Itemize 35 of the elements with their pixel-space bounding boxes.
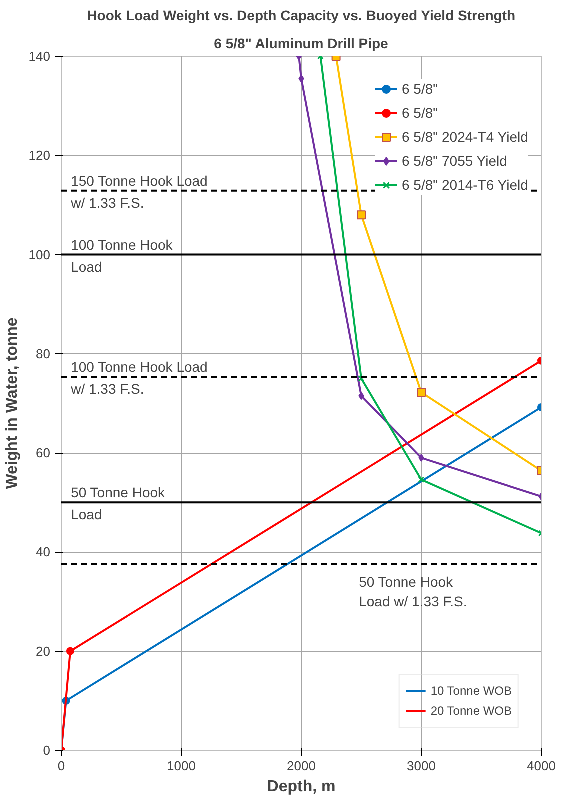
y-tick-label: 100 — [28, 247, 51, 262]
y-tick-label: 40 — [36, 544, 51, 560]
chart-title: Hook Load Weight vs. Depth Capacity vs. Buoyed Yield Strength — [87, 8, 516, 24]
annotation: 20 Tonne WOB — [430, 704, 512, 718]
x-tick-label: 1000 — [167, 758, 196, 774]
point — [418, 476, 425, 484]
x-tick-label: 0 — [58, 758, 66, 774]
ref-line-label: 50 Tonne Hook Load w/ 1.33 F.S. — [359, 574, 468, 610]
x-axis-title: Depth, m — [267, 778, 336, 796]
ref-line-label: 100 Tonne Hook Load — [71, 236, 174, 275]
point — [418, 454, 424, 462]
y-tick-label: 20 — [36, 644, 51, 659]
x-tick-label: 3000 — [407, 758, 436, 774]
legend-label: 6 5/8" 7055 Yield — [402, 153, 508, 169]
chart-subtitle: 6 5/8" Aluminum Drill Pipe — [214, 36, 389, 52]
y-axis-title: Weight in Water, tonne — [4, 318, 21, 490]
point — [358, 375, 365, 382]
y-tick-label: 120 — [28, 148, 51, 164]
y-tick-label: 80 — [36, 346, 51, 362]
ref-line-label: 100 Tonne Hook Load w/ 1.33 F.S. — [70, 359, 208, 398]
legend-label: 6 5/8" — [402, 81, 438, 97]
y-tick-label: 140 — [28, 49, 51, 64]
legend-label: 6 5/8" — [402, 105, 438, 121]
legend-label: 6 5/8" 2024-T4 Yield — [402, 129, 528, 145]
x-tick-label: 2000 — [287, 758, 316, 774]
y-tick-label: 60 — [36, 446, 51, 461]
point — [417, 388, 426, 398]
ref-line-label: 150 Tonne Hook Load w/ 1.33 F.S. — [70, 172, 208, 211]
ref-line-label: 50 Tonne Hook Load — [71, 484, 166, 523]
legend-label: 6 5/8" 2014-T6 Yield — [402, 177, 528, 193]
point — [358, 392, 364, 400]
annotation: 10 Tonne WOB — [430, 684, 512, 698]
x-tick-label: 4000 — [527, 758, 556, 774]
y-tick-label: 0 — [43, 743, 51, 758]
point — [357, 210, 366, 220]
